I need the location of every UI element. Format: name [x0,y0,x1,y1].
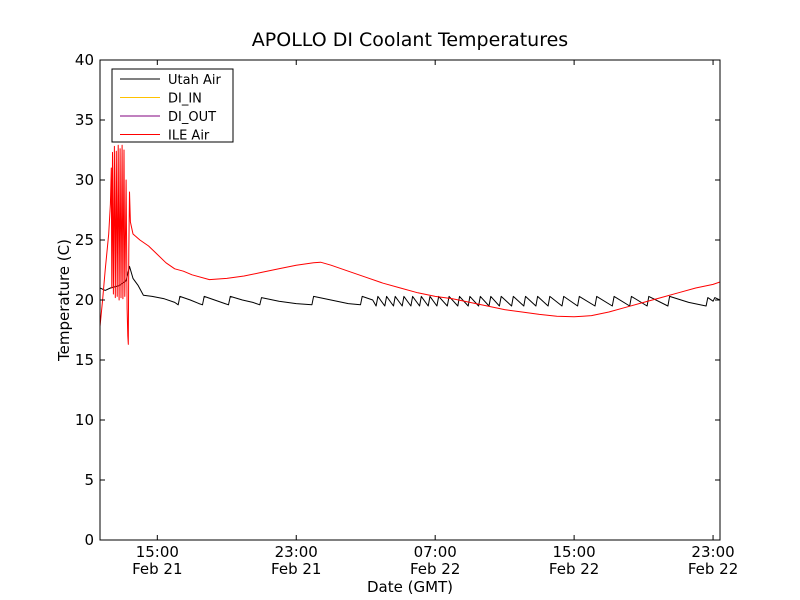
x-tick-label-date: Feb 22 [410,560,460,578]
y-tick-label: 10 [75,411,94,429]
x-tick-label-time: 15:00 [136,543,179,561]
y-tick-label: 25 [75,231,94,249]
series-line-utah-air [100,265,720,307]
legend-label-di-in: DI_IN [168,92,202,107]
legend-label-ile-air: ILE Air [168,129,210,144]
x-tick-label-date: Feb 22 [688,560,738,578]
y-tick-label: 30 [75,171,94,189]
legend-label-di-out: DI_OUT [168,110,216,125]
x-tick-label-date: Feb 21 [132,560,182,578]
legend-box [111,68,234,143]
series-line-ile-air [100,144,720,345]
x-axis-label: Date (GMT) [367,578,453,596]
legend-label-utah-air: Utah Air [168,73,221,88]
x-tick-label-time: 23:00 [275,543,318,561]
y-tick-label: 0 [84,531,94,549]
y-tick-label: 15 [75,351,94,369]
legend: Utah Air DI_IN DI_OUT ILE Air [111,68,234,144]
x-tick-label-time: 07:00 [414,543,457,561]
x-tick-label-time: 15:00 [553,543,596,561]
series-layer [100,144,720,345]
y-tick-label: 35 [75,111,94,129]
x-tick-label-time: 23:00 [691,543,734,561]
x-tick-label-date: Feb 22 [549,560,599,578]
y-tick-label: 5 [84,471,94,489]
y-tick-label: 20 [75,291,94,309]
chart-title: APOLLO DI Coolant Temperatures [252,29,568,51]
plot-frame [99,59,721,541]
x-tick-label-date: Feb 21 [271,560,321,578]
y-axis-label: Temperature (C) [55,239,73,362]
y-tick-label: 40 [75,51,94,69]
y-axis-ticks: 0 5 10 15 20 25 30 35 40 [75,51,720,549]
